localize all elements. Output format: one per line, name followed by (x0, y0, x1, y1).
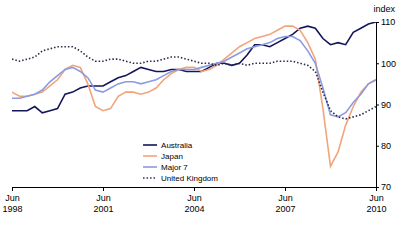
series-line (12, 36, 376, 116)
legend: Australia Japan Major 7 United Kingdom (143, 141, 218, 183)
x-tick-mark (12, 187, 13, 191)
legend-label: Australia (161, 141, 193, 150)
plot: Jun1998 Jun2001 Jun2004 Jun2007 Jun201070 80 9… (2, 17, 396, 213)
legend-swatch (143, 177, 157, 179)
y-tick-label: 80 (381, 141, 391, 151)
legend-swatch (143, 144, 157, 146)
x-tick: Jun1998 (2, 187, 22, 214)
x-tick: Jun2001 (93, 187, 113, 214)
legend-item: United Kingdom (143, 174, 218, 183)
x-tick-label: Jun2010 (366, 193, 386, 213)
x-tick-mark (103, 187, 104, 191)
series-line (12, 26, 376, 166)
x-tick-label: Jun1998 (2, 193, 22, 213)
y-tick-label: 70 (381, 182, 391, 192)
y-tick: 90 (376, 100, 391, 110)
y-axis-line (377, 23, 380, 188)
x-tick-label: Jun2001 (93, 193, 113, 213)
y-tick-label: 90 (381, 100, 391, 110)
x-tick: Jun2007 (275, 187, 295, 214)
series-line (12, 47, 376, 119)
chart: Jun1998 Jun2001 Jun2004 Jun2007 Jun201070 80 9… (0, 0, 397, 227)
legend-swatch (143, 155, 157, 157)
x-axis-line (13, 188, 377, 192)
x-tick-label: Jun2007 (275, 193, 295, 213)
y-tick-mark (376, 146, 379, 147)
legend-item: Australia (143, 141, 193, 150)
y-tick-label: 100 (381, 59, 396, 69)
y-tick: 80 (376, 141, 391, 151)
x-tick-label: Jun2004 (184, 193, 204, 213)
y-tick-label: 110 (381, 17, 395, 27)
legend-label: Japan (161, 152, 183, 161)
legend-label: United Kingdom (161, 174, 218, 183)
y-axis: 70 80 90 100 110 (376, 17, 396, 192)
y-tick: 100 (376, 59, 396, 69)
y-axis-title: index (373, 4, 395, 14)
y-tick-mark (376, 63, 379, 64)
legend-item: Japan (143, 152, 183, 161)
x-tick-mark (194, 187, 195, 191)
lines (12, 22, 376, 166)
x-axis: Jun1998 Jun2001 Jun2004 Jun2007 Jun2010 (2, 187, 386, 214)
x-tick-mark (285, 187, 286, 191)
legend-label: Major 7 (161, 163, 188, 172)
y-tick-mark (376, 22, 379, 23)
legend-item: Major 7 (143, 163, 188, 172)
y-tick-mark (376, 187, 379, 188)
legend-swatch (143, 166, 157, 168)
y-tick: 110 (376, 17, 395, 27)
y-tick-mark (376, 105, 379, 106)
y-tick: 70 (376, 182, 391, 192)
x-tick: Jun2004 (184, 187, 204, 214)
